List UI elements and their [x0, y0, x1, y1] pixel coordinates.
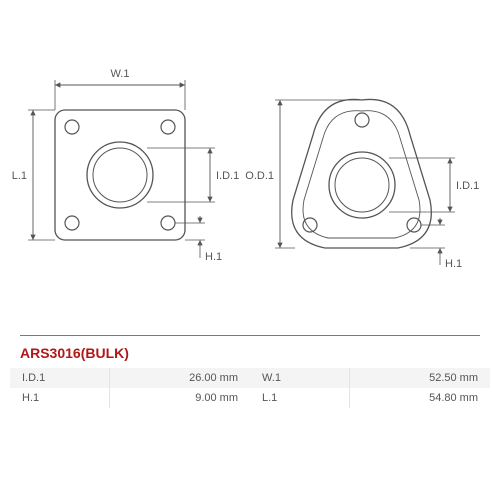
dim-id1-left-label: I.D.1 [216, 170, 239, 182]
spec-label: L.1 [250, 388, 350, 408]
dim-w1-label: W.1 [111, 68, 130, 80]
spec-value: 26.00 mm [110, 368, 250, 388]
spec-value: 52.50 mm [350, 368, 490, 388]
spec-value: 54.80 mm [350, 388, 490, 408]
technical-drawing: W.1 L.1 I.D.1 H.1 O.D.1 [0, 0, 500, 330]
table-row: H.1 9.00 mm L.1 54.80 mm [10, 388, 490, 408]
dim-h1-right-label: H.1 [445, 258, 462, 270]
dim-l1-label: L.1 [12, 170, 27, 182]
dim-h1-left-label: H.1 [205, 251, 222, 263]
spec-label: I.D.1 [10, 368, 110, 388]
table-row: I.D.1 26.00 mm W.1 52.50 mm [10, 368, 490, 388]
spec-label: H.1 [10, 388, 110, 408]
spec-table: I.D.1 26.00 mm W.1 52.50 mm H.1 9.00 mm … [10, 368, 490, 408]
dim-id1-right-label: I.D.1 [456, 180, 479, 192]
left-view: W.1 L.1 I.D.1 H.1 [12, 68, 240, 263]
divider-line [20, 335, 480, 336]
part-number-title: ARS3016(BULK) [20, 345, 129, 361]
spec-value: 9.00 mm [110, 388, 250, 408]
dim-od1-label: O.D.1 [245, 170, 274, 182]
spec-label: W.1 [250, 368, 350, 388]
right-view: O.D.1 I.D.1 H.1 [245, 99, 479, 270]
